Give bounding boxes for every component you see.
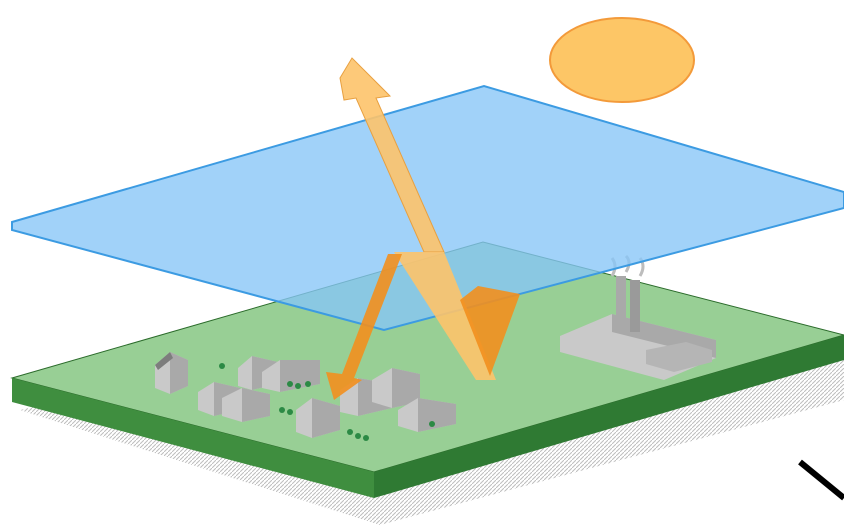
incoming-sunlight-beam: [394, 252, 496, 380]
factory: [560, 254, 716, 380]
pointer-line: [798, 459, 844, 501]
atmosphere-layer: [11, 84, 844, 332]
house: [398, 398, 456, 432]
ground-front-side: [12, 378, 374, 498]
trees: [219, 363, 435, 441]
trapped-radiation-arrow: [326, 254, 402, 400]
house: [222, 388, 270, 422]
smokestack: [630, 280, 640, 332]
sun: [549, 17, 695, 103]
reflected-radiation-arrow: [460, 286, 520, 376]
ground-right-side: [374, 335, 844, 498]
house: [155, 352, 188, 394]
house: [296, 398, 340, 438]
smokestack: [616, 276, 626, 332]
house: [372, 368, 420, 408]
